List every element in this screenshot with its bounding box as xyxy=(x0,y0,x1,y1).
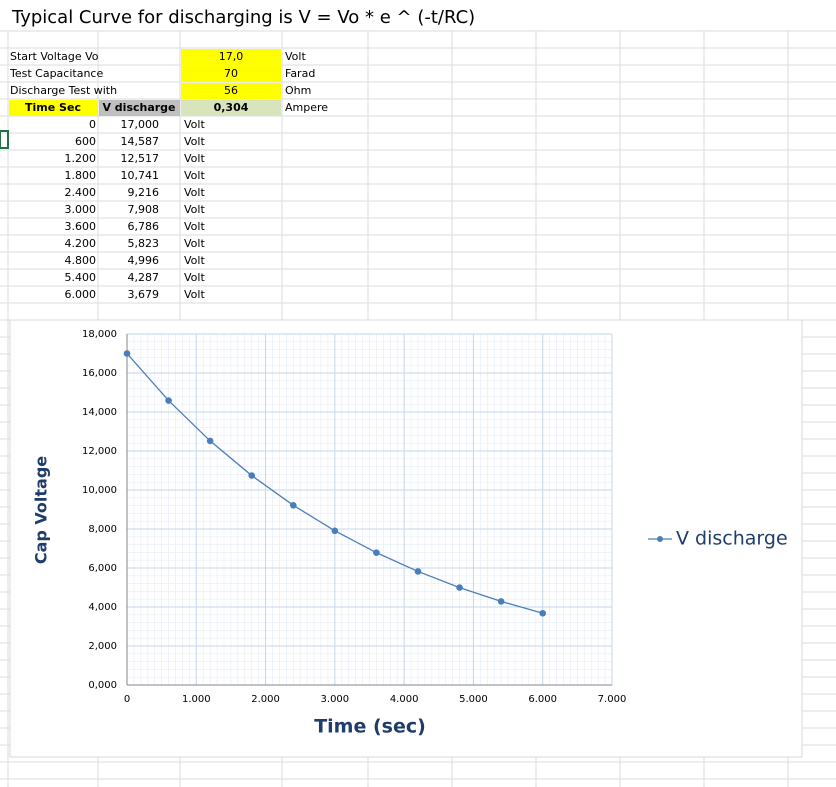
unit-cell: Volt xyxy=(184,186,205,199)
param-label: Discharge Test with xyxy=(10,84,117,97)
y-tick-label: 8,000 xyxy=(88,524,117,535)
voltage-cell: 6,786 xyxy=(128,220,160,233)
time-cell: 4.200 xyxy=(65,237,97,250)
current-value: 0,304 xyxy=(214,101,249,114)
unit-cell: Volt xyxy=(184,169,205,182)
voltage-cell: 3,679 xyxy=(128,288,160,301)
selected-cell[interactable] xyxy=(0,130,9,149)
unit-cell: Volt xyxy=(184,288,205,301)
unit-cell: Volt xyxy=(184,237,205,250)
time-cell: 5.400 xyxy=(65,271,97,284)
param-unit: Farad xyxy=(285,67,315,80)
header-cell xyxy=(99,100,180,116)
data-point xyxy=(248,472,256,479)
data-point xyxy=(373,549,380,556)
param-cell xyxy=(181,83,281,99)
current-unit: Ampere xyxy=(285,101,328,114)
unit-cell: Volt xyxy=(184,203,205,216)
time-cell: 6.000 xyxy=(65,288,97,301)
time-cell: 4.800 xyxy=(65,254,97,267)
voltage-cell: 5,823 xyxy=(128,237,160,250)
voltage-cell: 17,000 xyxy=(121,118,160,131)
unit-cell: Volt xyxy=(184,220,205,233)
x-tick-label: 7.000 xyxy=(598,694,627,705)
legend-marker xyxy=(657,536,663,542)
data-point xyxy=(206,437,214,445)
unit-cell: Volt xyxy=(184,254,205,267)
unit-cell: Volt xyxy=(184,135,205,148)
data-point xyxy=(123,350,131,357)
data-point xyxy=(539,609,547,617)
current-cell xyxy=(181,100,281,116)
x-tick-label: 0 xyxy=(124,694,130,705)
data-point xyxy=(289,501,297,509)
y-tick-label: 2,000 xyxy=(88,641,117,652)
param-unit: Volt xyxy=(285,50,306,63)
param-unit: Ohm xyxy=(285,84,311,97)
x-tick-label: 3.000 xyxy=(321,694,350,705)
x-tick-label: 5.000 xyxy=(459,694,488,705)
header: Time Sec xyxy=(25,101,81,114)
y-tick-label: 10,000 xyxy=(82,485,117,496)
param-label: Test Capacitance xyxy=(9,67,103,80)
data-point xyxy=(456,584,463,591)
unit-cell: Volt xyxy=(184,118,205,131)
data-point xyxy=(414,568,422,575)
x-tick-label: 2.000 xyxy=(251,694,280,705)
y-tick-label: 16,000 xyxy=(82,368,117,379)
time-cell: 2.400 xyxy=(65,186,97,199)
param-value: 17,0 xyxy=(219,50,244,63)
x-tick-label: 6.000 xyxy=(528,694,557,705)
y-tick-label: 18,000 xyxy=(82,329,117,340)
voltage-cell: 7,908 xyxy=(128,203,160,216)
data-point xyxy=(165,397,172,404)
param-value: 56 xyxy=(224,84,238,97)
time-cell: 1.800 xyxy=(65,169,97,182)
time-cell: 0 xyxy=(89,118,96,131)
x-tick-label: 4.000 xyxy=(390,694,419,705)
y-tick-label: 14,000 xyxy=(82,407,117,418)
time-cell: 1.200 xyxy=(65,152,97,165)
unit-cell: Volt xyxy=(184,271,205,284)
y-axis-title: Cap Voltage xyxy=(32,456,51,564)
y-tick-label: 0,000 xyxy=(88,680,117,691)
param-label: Start Voltage Vo xyxy=(10,50,99,63)
data-point xyxy=(331,527,339,535)
time-cell: 3.000 xyxy=(65,203,97,216)
param-value: 70 xyxy=(224,67,238,80)
header: V discharge xyxy=(102,101,175,114)
y-tick-label: 6,000 xyxy=(88,563,117,574)
time-cell: 3.600 xyxy=(65,220,97,233)
sheet-title: Typical Curve for discharging is V = Vo … xyxy=(11,7,475,28)
voltage-cell: 12,517 xyxy=(121,152,160,165)
data-point xyxy=(497,598,505,605)
voltage-cell: 9,216 xyxy=(128,186,160,199)
unit-cell: Volt xyxy=(184,152,205,165)
voltage-cell: 10,741 xyxy=(121,169,160,182)
time-cell: 600 xyxy=(75,135,96,148)
x-axis-title: Time (sec) xyxy=(314,716,426,738)
x-tick-label: 1.000 xyxy=(182,694,211,705)
voltage-cell: 4,287 xyxy=(128,271,160,284)
param-cell xyxy=(181,66,281,82)
param-cell xyxy=(181,49,281,65)
y-tick-label: 12,000 xyxy=(82,446,117,457)
voltage-cell: 14,587 xyxy=(121,135,160,148)
header-cell xyxy=(9,100,98,116)
legend-label: V discharge xyxy=(676,528,788,550)
y-tick-label: 4,000 xyxy=(88,602,117,613)
voltage-cell: 4,996 xyxy=(128,254,160,267)
